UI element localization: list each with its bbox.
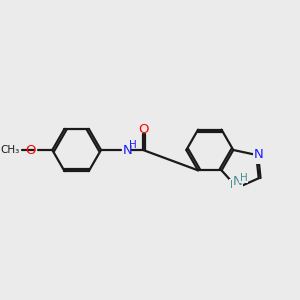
Text: N: N	[254, 151, 263, 164]
Text: O: O	[26, 143, 36, 157]
Text: H: H	[129, 140, 136, 150]
Text: N: N	[232, 175, 242, 188]
Text: N: N	[254, 148, 263, 161]
Text: H: H	[230, 180, 238, 190]
Text: N: N	[122, 143, 132, 157]
Text: N: N	[232, 174, 242, 187]
Text: CH₃: CH₃	[0, 145, 20, 155]
Text: H: H	[240, 173, 248, 183]
Text: O: O	[138, 123, 148, 136]
